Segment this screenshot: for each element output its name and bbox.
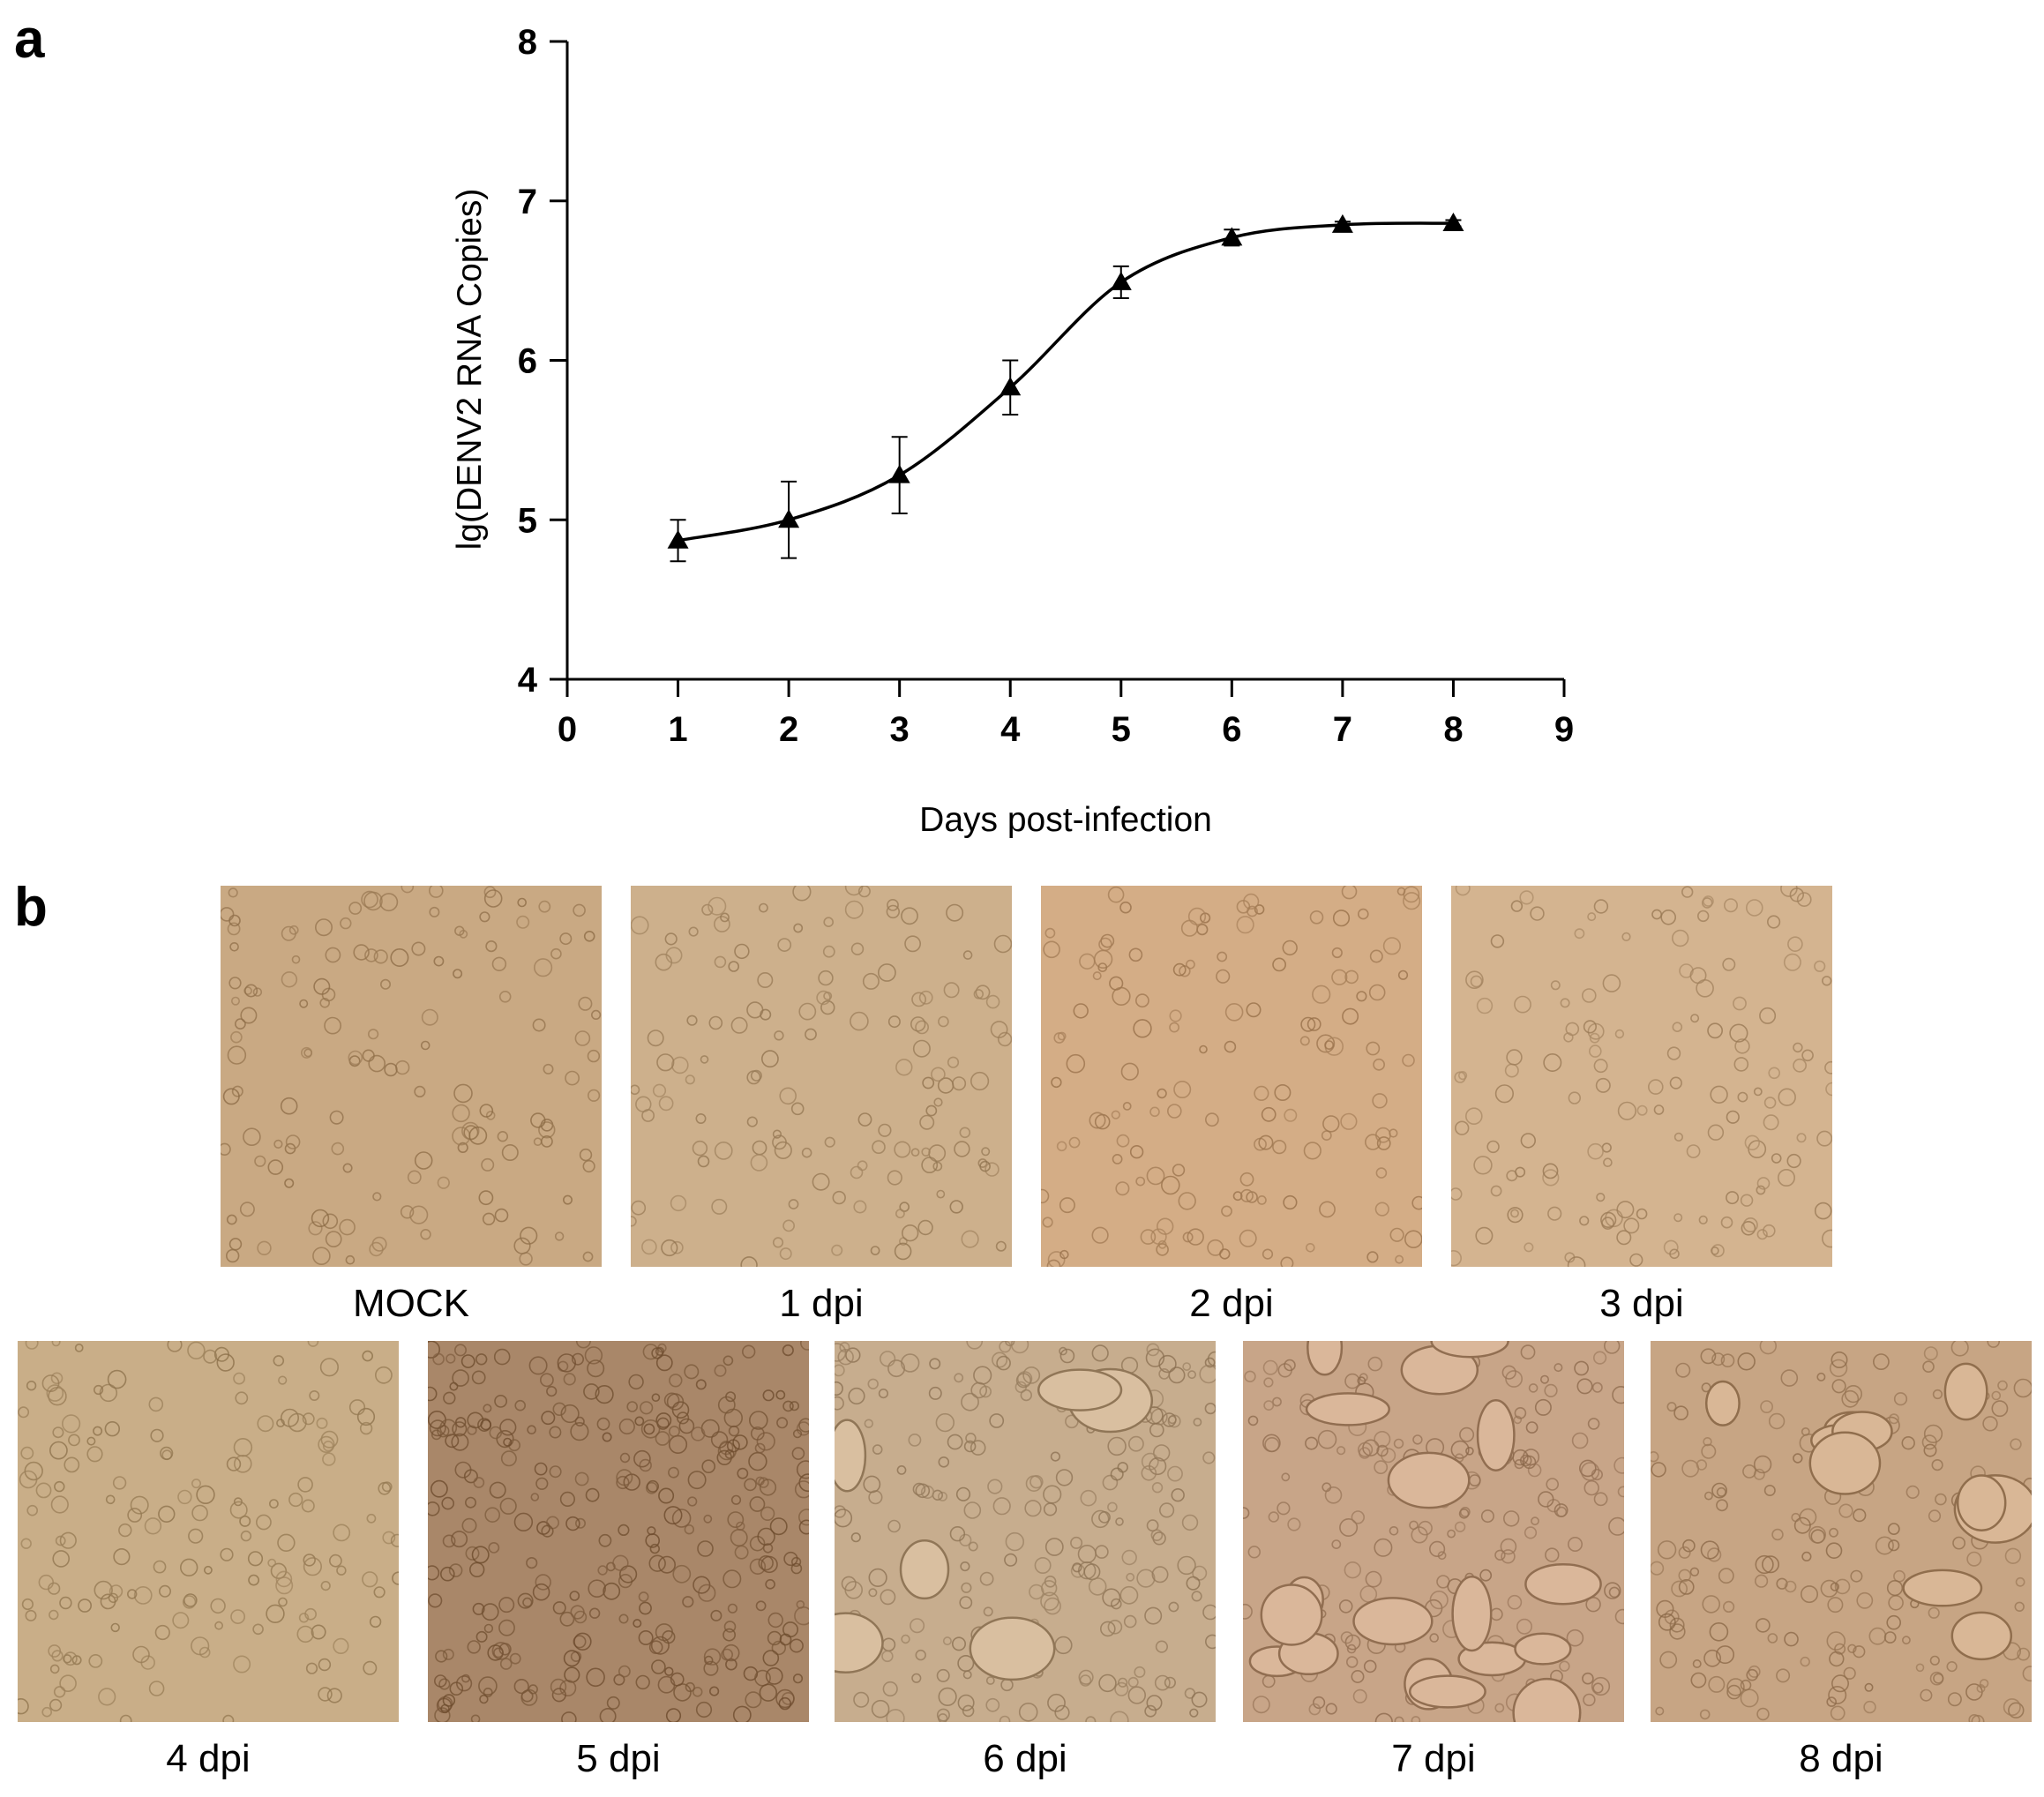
micrograph-image: [428, 1341, 809, 1722]
x-tick-label: 0: [558, 710, 577, 749]
chart-tick-labels: 4 5 6 7 8 0 1 2 3 4 5 6 7 8 9: [518, 23, 1574, 749]
micrograph-caption: 2 dpi: [1189, 1282, 1274, 1325]
x-tick-label: 6: [1222, 710, 1241, 749]
y-tick-label: 4: [518, 661, 538, 700]
data-point-triangle: [1442, 213, 1464, 232]
micrograph-caption: 8 dpi: [1799, 1737, 1883, 1780]
x-tick-label: 7: [1333, 710, 1352, 749]
data-point-triangle: [778, 509, 800, 528]
micrograph-image: [221, 886, 602, 1267]
panel-b-label: b: [14, 877, 48, 938]
micrograph-image: [1451, 886, 1832, 1267]
y-tick-label: 5: [518, 501, 537, 540]
data-point-triangle: [667, 529, 689, 549]
x-tick-label: 1: [668, 710, 687, 749]
micrograph-caption: 1 dpi: [779, 1282, 864, 1325]
micrograph-image: [1243, 1341, 1624, 1722]
x-tick-label: 4: [1000, 710, 1021, 749]
chart-series: [667, 213, 1464, 563]
micrograph-image: [18, 1341, 399, 1722]
y-tick-label: 6: [518, 342, 537, 381]
data-point-triangle: [1110, 271, 1132, 290]
x-tick-label: 5: [1112, 710, 1131, 749]
micrograph-image: [631, 886, 1012, 1267]
micrograph-image: [835, 1341, 1216, 1722]
x-tick-label: 8: [1443, 710, 1463, 749]
x-axis-title: Days post-infection: [919, 801, 1212, 839]
x-tick-label: 9: [1554, 710, 1574, 749]
chart-axes: [550, 40, 1566, 697]
x-tick-label: 2: [779, 710, 798, 749]
micrograph-caption: 4 dpi: [166, 1737, 251, 1780]
y-axis-title: lg(DENV2 RNA Copies): [451, 189, 489, 550]
micrograph-caption: 5 dpi: [576, 1737, 661, 1780]
growth-curve-chart: 4 5 6 7 8 0 1 2 3 4 5 6 7 8 9 Days post-infection lg(D…: [451, 23, 1574, 839]
data-point-triangle: [1331, 213, 1353, 233]
data-point-triangle: [1000, 377, 1022, 396]
micrograph-image: [1041, 886, 1422, 1267]
y-tick-label: 7: [518, 183, 537, 221]
data-point-triangle: [888, 464, 910, 483]
y-tick-label: 8: [518, 23, 537, 62]
micrograph-caption: 6 dpi: [983, 1737, 1067, 1780]
x-tick-label: 3: [890, 710, 910, 749]
micrograph-caption: 3 dpi: [1599, 1282, 1684, 1325]
series-line: [678, 221, 1454, 543]
micrograph-image: [1651, 1341, 2032, 1722]
panel-a-label: a: [14, 9, 45, 70]
micrograph-caption: 7 dpi: [1391, 1737, 1476, 1780]
data-point-triangle: [1221, 227, 1243, 246]
micrograph-caption: MOCK: [353, 1282, 469, 1325]
